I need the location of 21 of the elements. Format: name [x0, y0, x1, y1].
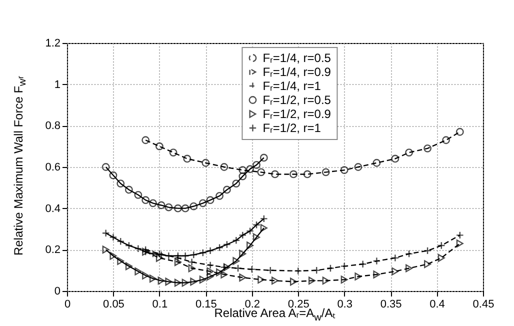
- legend-label: Fᵣ=1/4, r=0.9: [262, 65, 332, 79]
- y-tick-label: 1.2: [45, 38, 60, 50]
- x-tick-label: 0: [64, 298, 71, 310]
- y-tick-label: 0.8: [45, 120, 60, 132]
- x-tick-label: 0.1: [152, 298, 168, 310]
- x-tick-label: 0.2: [244, 298, 260, 310]
- y-tick-label: 0.4: [45, 202, 60, 215]
- legend-label: Fᵣ=1/2, r=1: [262, 121, 322, 135]
- x-tick-label: 0.3: [337, 298, 352, 310]
- y-tick-label: 0: [54, 286, 60, 298]
- x-tick-label: 0.45: [472, 298, 494, 310]
- y-tick-label: 1: [54, 78, 60, 91]
- x-tick-label: 0.05: [103, 298, 124, 310]
- legend-label: Fᵣ=1/2, r=0.5: [262, 93, 332, 107]
- y-tick-label: 0.2: [45, 244, 60, 256]
- y-tick-label: 0.6: [45, 162, 60, 174]
- x-tick-label: 0.35: [380, 298, 402, 310]
- legend-label: Fᵣ=1/4, r=0.5: [262, 51, 332, 65]
- x-tick-label: 0.4: [430, 298, 445, 310]
- legend-label: Fᵣ=1/4, r=1: [262, 79, 322, 93]
- legend-label: Fᵣ=1/2, r=0.9: [262, 107, 332, 121]
